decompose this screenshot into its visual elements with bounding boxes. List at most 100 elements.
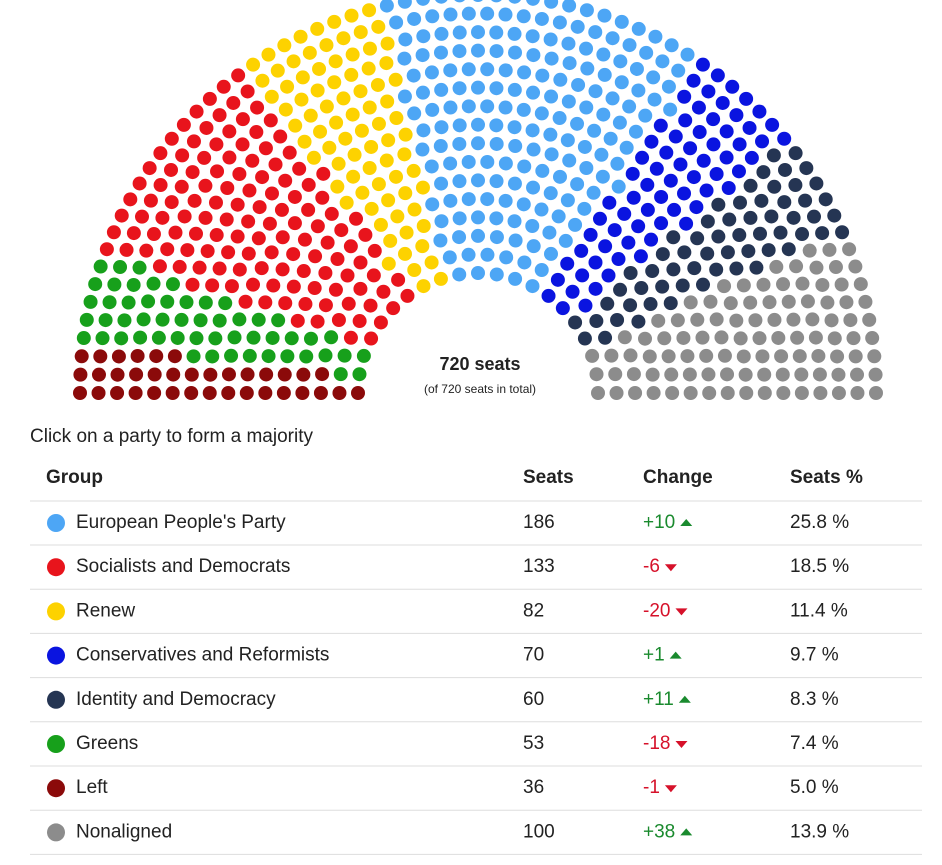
seat [398,32,413,47]
party-row[interactable]: Greens 53 -18 7.4 % [30,722,922,766]
party-row[interactable]: European People's Party 186 +10 25.8 % [30,501,922,545]
seat [452,267,467,282]
seat [222,150,237,165]
seat-share: 8.3 % [790,689,839,710]
seat [117,313,132,328]
seat [170,330,185,345]
seat [355,185,370,200]
center-sublabel: (of 720 seats in total) [424,382,536,396]
seat [399,225,414,240]
seat [390,209,405,224]
seat [640,202,655,217]
seat [550,272,565,287]
seat [646,386,661,400]
party-row[interactable]: Socialists and Democrats 133 -6 18.5 % [30,545,922,589]
seat [776,277,791,292]
seat [188,226,203,241]
party-name: Socialists and Democrats [76,556,290,577]
seat [388,72,403,87]
seat [319,99,334,114]
seat [471,210,485,225]
change-arrow [675,608,688,616]
seat [255,170,270,185]
change: +10 [643,512,675,533]
seat [149,349,164,364]
row-hit [30,766,922,810]
seat [261,349,276,364]
seat [224,348,239,363]
party-name: Nonaligned [76,821,172,842]
seat [605,91,620,106]
seat [209,228,224,243]
seats: 100 [523,821,555,842]
seat [246,57,261,72]
seat [264,186,279,201]
seat [226,95,241,110]
seat [614,75,629,90]
seat [295,386,310,400]
seat [654,189,669,204]
seat-share: 13.9 % [790,821,849,842]
seat [143,193,158,208]
seat [815,226,830,241]
seat [489,174,504,189]
seat [364,139,379,154]
seat [610,156,625,171]
seat [489,81,504,96]
seat [379,153,394,168]
seat [347,147,362,162]
seat [701,367,716,382]
seat [706,112,721,127]
party-row[interactable]: Nonaligned 100 +38 13.9 % [30,810,922,854]
seat [461,192,476,207]
seat [424,65,439,80]
seat [773,225,788,240]
party-row[interactable]: Left 36 -1 5.0 % [30,766,922,810]
seat [407,202,422,217]
seat [568,217,583,232]
party-row[interactable]: Identity and Democracy 60 +11 8.3 % [30,678,922,722]
seat [600,296,615,311]
change: +1 [643,645,665,666]
seat [480,192,495,207]
seat [498,193,513,208]
seat [776,386,791,400]
seat [341,296,356,311]
seat [757,367,772,382]
seat [255,73,270,88]
seat [714,330,729,345]
seat [649,161,664,176]
seat [827,331,842,346]
seat [489,230,504,245]
seat [525,29,540,44]
seat [595,169,610,184]
seat [258,386,273,400]
seat [218,296,233,311]
seat [623,348,638,363]
seat [287,216,302,231]
seat [398,186,413,201]
seat [526,85,541,100]
seat [99,242,114,257]
party-row[interactable]: Renew 82 -20 11.4 % [30,589,922,633]
seat [555,301,570,316]
seat [222,124,237,139]
change-arrow [678,695,691,703]
seat [811,348,826,363]
seat [296,367,311,382]
seat [134,209,149,224]
seat [719,150,734,165]
seat-share: 7.4 % [790,733,839,754]
seat [471,25,485,40]
seat [324,206,339,221]
seat [828,260,843,275]
seat [316,166,331,181]
seat [835,225,850,240]
column-header: Group [46,467,103,488]
seat [434,82,449,97]
seats: 186 [523,512,555,533]
seat [235,112,250,127]
party-name: Conservatives and Reformists [76,645,329,666]
seat [818,192,833,207]
party-row[interactable]: Conservatives and Reformists 70 +1 9.7 % [30,634,922,678]
